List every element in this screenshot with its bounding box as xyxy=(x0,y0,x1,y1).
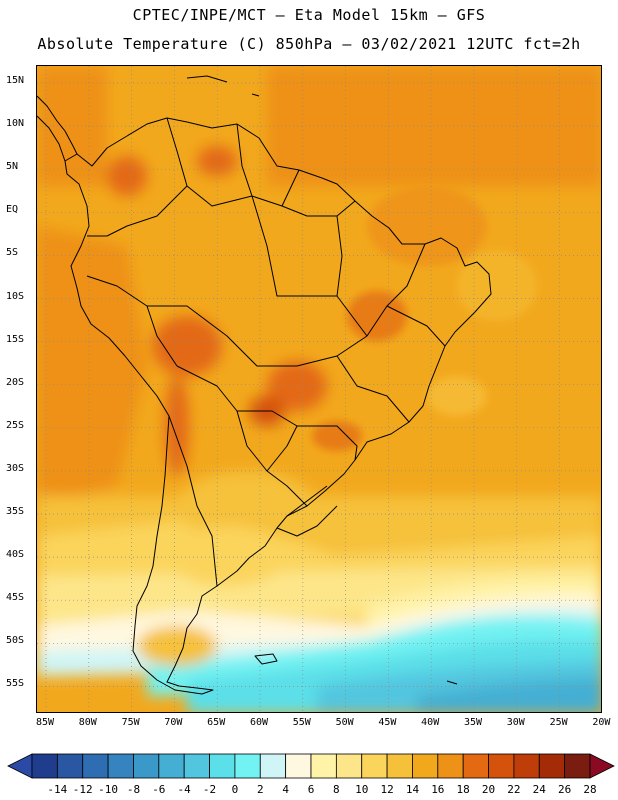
longitude-label: 80W xyxy=(78,717,97,728)
longitude-label: 60W xyxy=(249,717,269,728)
colorbar-label: -4 xyxy=(177,783,191,796)
longitude-label: 20W xyxy=(592,717,611,728)
colorbar-label: 12 xyxy=(380,783,394,796)
colorbar-label: -8 xyxy=(126,783,141,796)
longitude-label: 40W xyxy=(421,717,440,728)
latitude-label: 30S xyxy=(6,462,25,474)
longitude-label: 50W xyxy=(335,717,354,728)
colorbar-label: -10 xyxy=(98,783,119,796)
longitude-label: 85W xyxy=(35,717,55,728)
latitude-label: 5N xyxy=(6,161,19,173)
latitude-label: 35S xyxy=(6,506,25,517)
lat-lon-grid xyxy=(37,66,601,712)
colorbar-label: -6 xyxy=(152,783,166,796)
colorbar-segment xyxy=(462,753,489,779)
colorbar-under-arrow xyxy=(7,753,33,779)
colorbar-segment xyxy=(564,753,591,779)
colorbar-segment xyxy=(209,753,236,779)
colorbar-label: 22 xyxy=(507,783,521,796)
map-panel xyxy=(36,65,602,713)
latitude-label: 10N xyxy=(6,118,25,130)
colorbar-segment xyxy=(488,753,515,779)
colorbar-segment xyxy=(259,753,287,779)
latitude-label: 10S xyxy=(6,290,25,302)
colorbar-segment xyxy=(82,753,109,779)
title-line-2: Absolute Temperature (C) 850hPa – 03/02/… xyxy=(37,35,581,53)
colorbar-segment xyxy=(361,753,388,779)
colorbar-label: 0 xyxy=(231,783,239,796)
temperature-map xyxy=(37,66,601,712)
latitude-label: 50S xyxy=(6,635,25,647)
longitude-label: 75W xyxy=(121,717,140,728)
colorbar-label: 16 xyxy=(431,783,445,796)
latitude-label: 45S xyxy=(6,592,25,604)
coastlines xyxy=(37,75,492,695)
colorbar-segment xyxy=(133,753,160,779)
colorbar-label: 2 xyxy=(256,783,264,796)
colorbar-segment xyxy=(183,753,210,779)
colorbar-label: 24 xyxy=(532,783,546,796)
latitude-label: 20S xyxy=(6,376,25,388)
latitude-label: EQ xyxy=(6,204,19,216)
colorbar-label: 4 xyxy=(282,783,289,796)
longitude-label: 65W xyxy=(207,717,226,728)
title-line-1: CPTEC/INPE/MCT – Eta Model 15km – GFS xyxy=(132,6,486,24)
colorbar-label: 8 xyxy=(333,783,340,796)
colorbar-label: 14 xyxy=(405,783,420,796)
longitude-label: 25W xyxy=(549,717,568,728)
colorbar-segment xyxy=(386,753,413,779)
latitude-label: 5S xyxy=(6,247,19,259)
colorbar-label: 20 xyxy=(481,783,496,796)
colorbar-segment xyxy=(56,753,84,779)
colorbar-segment xyxy=(285,753,312,779)
colorbar-segment xyxy=(538,753,566,779)
colorbar-segment xyxy=(335,753,363,779)
colorbar-segment xyxy=(234,753,261,779)
colorbar-segment xyxy=(31,753,58,779)
longitude-label: 30W xyxy=(506,717,525,728)
colorbar-label: -2 xyxy=(202,783,217,796)
colorbar-label: 10 xyxy=(355,783,369,796)
colorbar-segment xyxy=(158,753,185,779)
colorbar-label: -12 xyxy=(72,783,93,796)
longitude-label: 45W xyxy=(378,717,397,728)
latitude-label: 40S xyxy=(6,549,25,561)
colorbar-segment xyxy=(437,753,464,779)
latitude-label: 25S xyxy=(6,419,25,431)
colorbar-label: 18 xyxy=(456,783,470,796)
colorbar-segment xyxy=(513,753,540,779)
colorbar-segment xyxy=(107,753,134,779)
latitude-label: 15N xyxy=(6,75,25,86)
temperature-field xyxy=(37,66,601,712)
colorbar-over-arrow xyxy=(589,753,615,779)
colorbar-segment xyxy=(310,753,337,779)
latitude-label: 55S xyxy=(6,678,25,690)
colorbar-label: 6 xyxy=(307,783,315,796)
longitude-label: 55W xyxy=(292,717,311,728)
colorbar-label: -14 xyxy=(47,783,68,796)
colorbar xyxy=(7,753,615,779)
colorbar-label: 28 xyxy=(583,783,597,796)
colorbar-segment xyxy=(412,753,439,779)
longitude-label: 35W xyxy=(463,717,483,728)
latitude-label: 15S xyxy=(6,333,25,345)
colorbar-label: 26 xyxy=(558,783,572,796)
longitude-label: 70W xyxy=(164,717,183,728)
field-detail xyxy=(312,186,537,451)
